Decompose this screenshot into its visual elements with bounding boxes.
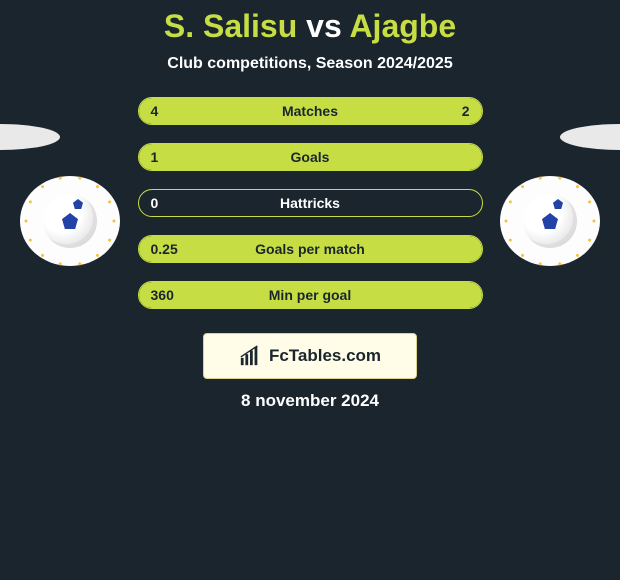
stat-bar: 0 Hattricks	[138, 189, 483, 217]
stat-value-left: 360	[139, 282, 186, 308]
stat-value-left: 1	[139, 144, 171, 170]
stat-row: 360 Min per goal	[0, 281, 620, 327]
stat-value-left: 0	[139, 190, 171, 216]
stat-bar: 0.25 Goals per match	[138, 235, 483, 263]
stat-rows: 4 2 Matches 1 Goals 0 Hattricks 0.25 Goals per m…	[0, 97, 620, 327]
title: S. Salisu vs Ajagbe	[0, 8, 620, 45]
stat-row: 0 Hattricks	[0, 189, 620, 235]
stat-value-left: 4	[139, 98, 171, 124]
date: 8 november 2024	[0, 391, 620, 411]
title-left: S. Salisu	[164, 8, 297, 44]
stat-value-right: 2	[450, 98, 482, 124]
subtitle: Club competitions, Season 2024/2025	[0, 55, 620, 73]
stat-label: Min per goal	[269, 287, 351, 303]
stat-row: 0.25 Goals per match	[0, 235, 620, 281]
stat-row: 4 2 Matches	[0, 97, 620, 143]
stat-bar: 360 Min per goal	[138, 281, 483, 309]
stat-label: Goals per match	[255, 241, 365, 257]
title-mid: vs	[306, 8, 342, 44]
stat-row: 1 Goals	[0, 143, 620, 189]
stat-bar: 4 2 Matches	[138, 97, 483, 125]
stat-label: Goals	[291, 149, 330, 165]
title-right: Ajagbe	[349, 8, 456, 44]
stat-label: Matches	[282, 103, 338, 119]
footer-label: FcTables.com	[269, 346, 381, 366]
stat-label: Hattricks	[280, 195, 340, 211]
root: S. Salisu vs Ajagbe Club competitions, S…	[0, 0, 620, 580]
stat-bar: 1 Goals	[138, 143, 483, 171]
footer-badge: FcTables.com	[203, 333, 417, 379]
bar-chart-icon	[239, 345, 261, 367]
stat-value-left: 0.25	[139, 236, 190, 262]
